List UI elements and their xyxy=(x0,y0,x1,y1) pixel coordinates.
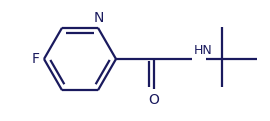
Text: O: O xyxy=(148,93,160,107)
Text: HN: HN xyxy=(194,44,213,57)
Text: F: F xyxy=(32,52,40,66)
Text: N: N xyxy=(94,11,104,25)
